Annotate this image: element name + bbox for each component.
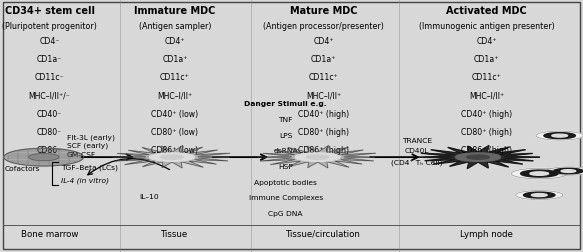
Text: (Antigen processor/presenter): (Antigen processor/presenter)	[263, 21, 384, 30]
Polygon shape	[456, 153, 500, 162]
Text: Tissue/circulation: Tissue/circulation	[286, 229, 361, 238]
Polygon shape	[29, 154, 59, 161]
Text: CD80⁺ (high): CD80⁺ (high)	[461, 127, 512, 136]
Polygon shape	[532, 194, 547, 197]
Text: CD4⁺: CD4⁺	[313, 37, 334, 46]
Text: CD80⁺ (high): CD80⁺ (high)	[298, 127, 349, 136]
Polygon shape	[552, 135, 567, 138]
Polygon shape	[511, 169, 567, 179]
Polygon shape	[554, 169, 583, 174]
Text: MHC–I/II⁺: MHC–I/II⁺	[469, 91, 504, 100]
Text: CD40⁺ (high): CD40⁺ (high)	[298, 109, 349, 118]
Text: TGF–Beta (LCs): TGF–Beta (LCs)	[61, 164, 118, 170]
Polygon shape	[467, 155, 489, 160]
Text: CD11c⁻: CD11c⁻	[34, 73, 65, 82]
Text: IL-4 (in vitro): IL-4 (in vitro)	[61, 176, 109, 183]
Polygon shape	[161, 155, 183, 160]
Text: CD1a⁺: CD1a⁺	[474, 55, 500, 64]
Text: CD86⁺ (high): CD86⁺ (high)	[461, 145, 512, 154]
Text: Immature MDC: Immature MDC	[134, 6, 216, 16]
Polygon shape	[521, 170, 558, 177]
Text: LPS: LPS	[279, 132, 292, 138]
Text: Apoptotic bodies: Apoptotic bodies	[254, 179, 317, 185]
Text: Mature MDC: Mature MDC	[290, 6, 357, 16]
Text: CD1a⁺: CD1a⁺	[311, 55, 336, 64]
Text: CD4⁻: CD4⁻	[39, 37, 60, 46]
Polygon shape	[150, 153, 195, 162]
Text: CD11c⁺: CD11c⁺	[308, 73, 339, 82]
Polygon shape	[258, 146, 376, 168]
Text: Cofactors: Cofactors	[5, 165, 40, 171]
Polygon shape	[516, 191, 563, 200]
Polygon shape	[561, 170, 575, 173]
Text: CD86⁺ (high): CD86⁺ (high)	[298, 145, 349, 154]
Text: (Immunogenic antigen presenter): (Immunogenic antigen presenter)	[419, 21, 554, 30]
Text: CD86⁻: CD86⁻	[37, 145, 62, 154]
Text: IL–10: IL–10	[139, 193, 159, 199]
Text: CD11c⁺: CD11c⁺	[160, 73, 190, 82]
Text: CD34+ stem cell: CD34+ stem cell	[5, 6, 94, 16]
Text: MHC–I/II⁺/⁻: MHC–I/II⁺/⁻	[29, 91, 71, 100]
Text: HSP: HSP	[278, 163, 293, 169]
Text: CD80⁻: CD80⁻	[37, 127, 62, 136]
Text: GM-CSF: GM-CSF	[67, 151, 96, 157]
Polygon shape	[524, 192, 555, 198]
Polygon shape	[536, 132, 583, 140]
Text: CpG DNA: CpG DNA	[268, 210, 303, 216]
Polygon shape	[544, 133, 575, 139]
Text: Lymph node: Lymph node	[461, 229, 513, 238]
Text: Danger Stimuli e.g.: Danger Stimuli e.g.	[244, 101, 327, 107]
Text: CD1a⁺: CD1a⁺	[162, 55, 188, 64]
Text: (CD4⁺ Tₕ Cell): (CD4⁺ Tₕ Cell)	[391, 159, 442, 166]
Polygon shape	[307, 155, 329, 160]
Text: CD40⁺ (high): CD40⁺ (high)	[461, 109, 512, 118]
Text: MHC–I/II⁺: MHC–I/II⁺	[157, 91, 192, 100]
Polygon shape	[112, 146, 230, 168]
Text: CD40⁺ (low): CD40⁺ (low)	[152, 109, 198, 118]
Text: CD40L: CD40L	[405, 147, 429, 153]
Text: dsRNA: dsRNA	[273, 148, 298, 154]
Polygon shape	[296, 153, 340, 162]
Polygon shape	[547, 167, 583, 175]
Text: CD4⁺: CD4⁺	[476, 37, 497, 46]
Text: Activated MDC: Activated MDC	[447, 6, 527, 16]
Text: CD80⁺ (low): CD80⁺ (low)	[152, 127, 198, 136]
Text: SCF (early): SCF (early)	[67, 142, 108, 149]
Text: CD1a⁻: CD1a⁻	[37, 55, 62, 64]
Text: CD40⁻: CD40⁻	[37, 109, 62, 118]
Text: Flt-3L (early): Flt-3L (early)	[67, 134, 115, 140]
Text: (Pluripotent progenitor): (Pluripotent progenitor)	[2, 21, 97, 30]
FancyBboxPatch shape	[3, 3, 580, 249]
Text: (Antigen sampler): (Antigen sampler)	[139, 21, 211, 30]
Text: TNF: TNF	[279, 116, 293, 122]
Text: CD86⁺ (low): CD86⁺ (low)	[152, 145, 198, 154]
Text: Tissue: Tissue	[161, 229, 188, 238]
Text: CD4⁺: CD4⁺	[164, 37, 185, 46]
Text: MHC–I/II⁺: MHC–I/II⁺	[306, 91, 341, 100]
Text: Bone marrow: Bone marrow	[21, 229, 78, 238]
Text: CD11c⁺: CD11c⁺	[472, 73, 502, 82]
Polygon shape	[4, 149, 83, 166]
Text: TRANCE: TRANCE	[402, 137, 432, 143]
Polygon shape	[417, 146, 540, 169]
Text: Immune Complexes: Immune Complexes	[248, 195, 323, 201]
Polygon shape	[530, 172, 549, 176]
